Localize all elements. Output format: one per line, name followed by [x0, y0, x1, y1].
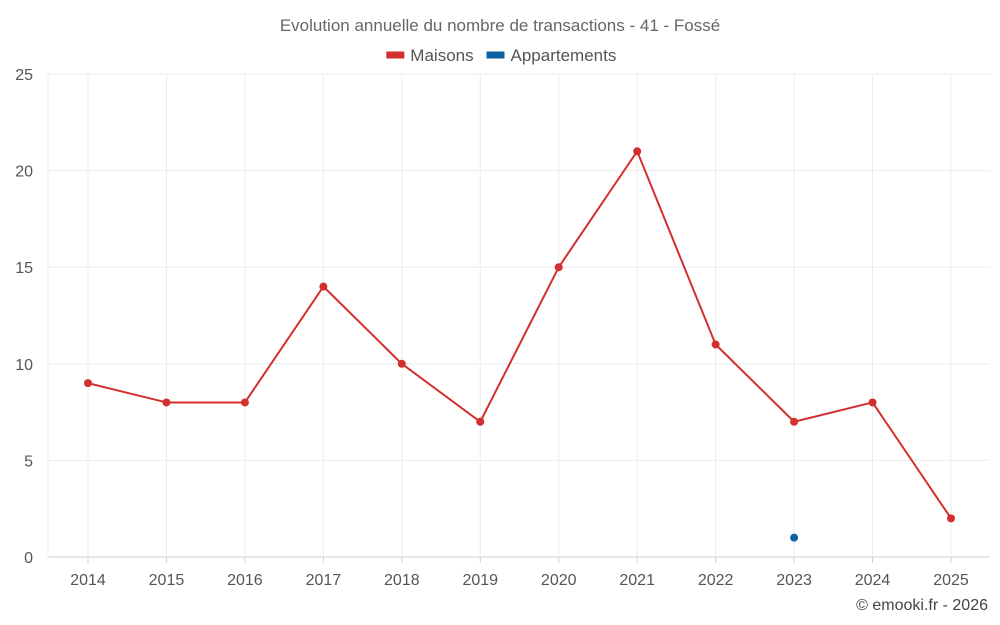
- legend-item-appartements[interactable]: Appartements: [486, 46, 617, 65]
- grid: [47, 73, 990, 558]
- credit-text: © emooki.fr - 2026: [856, 597, 988, 614]
- legend-item-maisons[interactable]: Maisons: [386, 46, 474, 65]
- data-point[interactable]: [162, 398, 171, 407]
- data-point[interactable]: [947, 514, 955, 523]
- y-tick-label: 5: [24, 453, 33, 470]
- data-point[interactable]: [790, 533, 799, 542]
- series-appartements: [790, 533, 799, 542]
- x-tick-label: 2025: [933, 572, 969, 589]
- series-line: [87, 150, 952, 519]
- data-point[interactable]: [84, 379, 92, 388]
- data-point[interactable]: [711, 340, 720, 349]
- data-point[interactable]: [476, 417, 485, 426]
- data-point[interactable]: [397, 359, 406, 368]
- legend-swatch: [386, 51, 405, 59]
- chart-title: Evolution annuelle du nombre de transact…: [280, 16, 720, 35]
- x-tick-label: 2014: [70, 572, 106, 589]
- data-point[interactable]: [633, 147, 642, 156]
- series-maisons: [84, 147, 955, 523]
- x-tick-label: 2021: [619, 572, 655, 589]
- y-tick-label: 20: [15, 164, 33, 181]
- y-tick-label: 15: [15, 260, 33, 277]
- legend-swatch: [486, 51, 505, 59]
- data-point[interactable]: [554, 263, 563, 272]
- y-tick-label: 25: [15, 67, 33, 84]
- x-tick-label: 2016: [227, 572, 263, 589]
- data-point[interactable]: [319, 282, 328, 291]
- series-layer: [84, 147, 955, 542]
- legend-label: Appartements: [511, 46, 617, 65]
- x-tick-label: 2019: [462, 572, 498, 589]
- y-tick-label: 10: [15, 357, 33, 374]
- x-tick-label: 2018: [384, 572, 420, 589]
- legend-label: Maisons: [410, 46, 473, 65]
- legend: Maisons Appartements: [386, 46, 616, 65]
- x-tick-label: 2015: [149, 572, 185, 589]
- x-tick-label: 2023: [776, 572, 812, 589]
- data-point[interactable]: [240, 398, 249, 407]
- data-point[interactable]: [868, 398, 877, 407]
- x-tick-label: 2017: [306, 572, 342, 589]
- x-tick-label: 2024: [855, 572, 891, 589]
- y-tick-label: 0: [24, 550, 33, 567]
- x-tick-label: 2022: [698, 572, 734, 589]
- data-point[interactable]: [790, 417, 799, 426]
- x-tick-label: 2020: [541, 572, 577, 589]
